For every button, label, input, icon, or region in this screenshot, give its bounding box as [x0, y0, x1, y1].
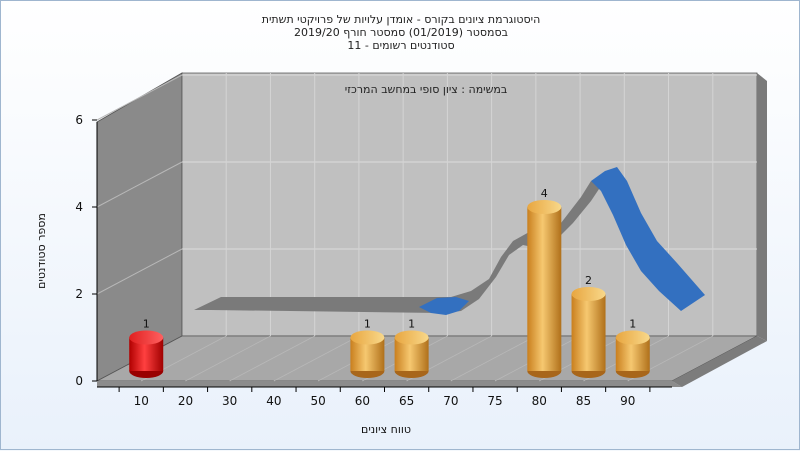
x-tick-label: 60: [355, 394, 370, 408]
gridline-side: [96, 161, 183, 208]
x-tick-label: 65: [399, 394, 414, 408]
gridline-floor: [273, 335, 360, 382]
bars-group: 1 1 1 4 2 1: [129, 187, 650, 378]
x-tick-label: 50: [311, 394, 326, 408]
gridline-floor: [229, 335, 315, 382]
y-tick-label: 4: [75, 200, 83, 214]
bar-top: [394, 330, 429, 345]
floor-front-edge: [97, 381, 682, 387]
title-line-1: היסטוגרמת ציונים בקורס - אומדן עלויות של…: [262, 13, 541, 26]
gridline-floor: [185, 335, 271, 382]
x-axis-label: טווח ציונים: [361, 423, 411, 436]
bar: 1: [615, 318, 650, 378]
bar-body: [527, 207, 562, 371]
x-tick-label: 30: [222, 394, 237, 408]
bar-value-label: 1: [364, 318, 371, 331]
gridlines: [96, 73, 757, 382]
title-line-3: סטודנטים רשומים - 11: [347, 39, 454, 52]
title-line-2: בסמסטר (01/2019) סמסטר חורף 2019/20: [294, 26, 508, 39]
bar: 4: [527, 187, 562, 378]
x-axis: 10 20 30 40 50 60 65 70 75 80 85 90: [97, 386, 672, 408]
bar-value-label: 1: [143, 318, 150, 331]
x-tick-label: 40: [266, 394, 281, 408]
back-curve-blue-peak: [591, 167, 705, 311]
gridline-floor: [450, 335, 537, 382]
gridline-side: [96, 248, 183, 295]
back-curve-gray: [194, 181, 601, 313]
x-tick-label: 90: [620, 394, 635, 408]
bar: 2: [571, 274, 606, 378]
bar-value-label: 1: [408, 318, 415, 331]
gridline-side: [96, 74, 183, 121]
y-axis: 0 2 4 6: [75, 113, 98, 388]
chart-title: היסטוגרמת ציונים בקורס - אומדן עלויות של…: [262, 13, 541, 52]
bar: 1: [394, 318, 429, 378]
bar-top: [571, 287, 606, 301]
back-curve-blue: [419, 297, 469, 315]
y-tick-label: 6: [75, 113, 83, 127]
floor-right-edge: [672, 336, 767, 387]
bar-value-label: 4: [541, 187, 548, 200]
x-tick-label: 20: [178, 394, 193, 408]
bar-top: [350, 330, 385, 345]
x-tick-label: 10: [134, 394, 149, 408]
y-axis-label: מספר סטודנטים: [35, 213, 48, 289]
x-tick-label: 75: [487, 394, 502, 408]
bar-body: [571, 294, 606, 371]
y-tick-label: 0: [75, 374, 83, 388]
bar-value-label: 1: [629, 318, 636, 331]
bar-top: [615, 330, 650, 345]
x-tick-label: 85: [576, 394, 591, 408]
bar: 1: [129, 318, 164, 378]
x-tick-label: 70: [443, 394, 458, 408]
bar-value-label: 2: [585, 274, 592, 287]
y-tick-label: 2: [75, 287, 83, 301]
back-curve: [194, 167, 705, 315]
right-wall-edge: [757, 73, 767, 341]
bar-top: [527, 200, 562, 214]
x-tick-label: 80: [532, 394, 547, 408]
chart-subtitle: במשימה : ציון סופי במחשב המרכזי: [345, 83, 508, 96]
bar-top: [129, 330, 164, 345]
bar: 1: [350, 318, 385, 378]
